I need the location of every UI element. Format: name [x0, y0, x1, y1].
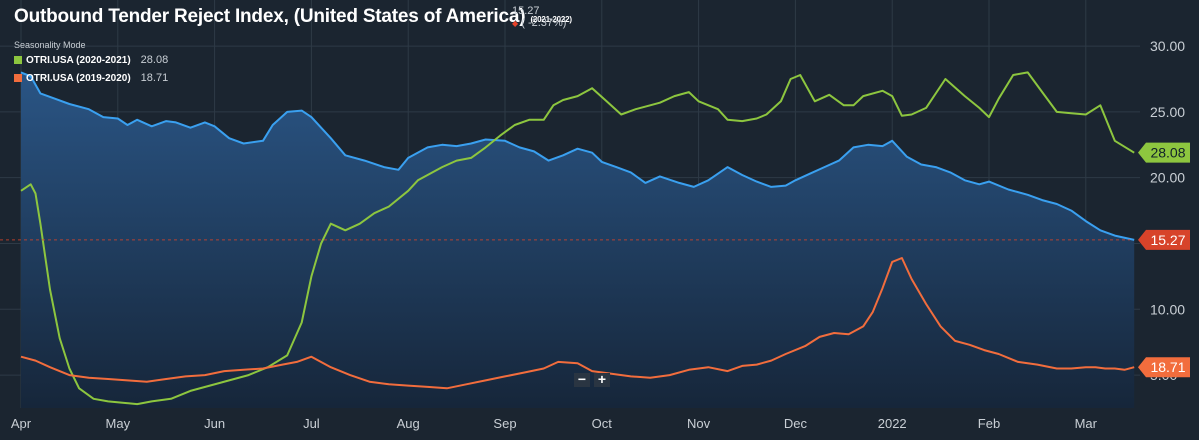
marker-tag — [1138, 357, 1190, 378]
x-tick-label: Oct — [592, 416, 613, 431]
legend-label: OTRI.USA (2020-2021) — [26, 54, 131, 66]
legend-label: OTRI.USA (2019-2020) — [26, 72, 131, 84]
x-tick-label: 2022 — [878, 416, 907, 431]
zoom-in-button[interactable]: + — [594, 372, 610, 387]
series-line-2021-2022 — [20, 71, 1135, 241]
legend-item-2019-2020[interactable]: OTRI.USA (2019-2020) 18.71 — [14, 72, 168, 84]
marker-tag — [1138, 229, 1190, 250]
value-marker: 15.27 — [1138, 229, 1190, 250]
chart-title: Outbound Tender Reject Index, (United St… — [14, 6, 572, 28]
x-tick-label: Aug — [397, 416, 420, 431]
x-tick-label: Dec — [784, 416, 808, 431]
title-period: (2021-2022) — [530, 15, 572, 24]
x-axis: Apr May Jun Jul Aug Sep Oct Nov Dec 2022 Feb Mar — [11, 416, 1098, 431]
marker-tag — [1138, 142, 1190, 163]
value-marker: 28.08 — [1138, 142, 1190, 163]
current-value-readout: 15.27 ◆ ( -2.37%) — [512, 5, 566, 30]
title-text: Outbound Tender Reject Index, (United St… — [14, 6, 526, 27]
marker-value: 18.71 — [1150, 359, 1185, 375]
value-marker: 18.71 — [1138, 357, 1190, 378]
marker-value: 28.08 — [1150, 145, 1185, 161]
y-tick-label: 25.00 — [1150, 104, 1185, 120]
legend-swatch-icon — [14, 56, 22, 64]
seasonality-mode-label: Seasonality Mode — [14, 40, 86, 50]
x-tick-label: Sep — [493, 416, 516, 431]
series-line-2019-2020 — [20, 257, 1135, 390]
x-tick-label: Jun — [204, 416, 225, 431]
change-percent: ( -2.37%) — [521, 17, 567, 29]
legend-item-2020-2021[interactable]: OTRI.USA (2020-2021) 28.08 — [14, 54, 168, 66]
series-line-2020-2021 — [20, 71, 1135, 406]
value-markers: 28.08 18.71 15.27 — [1138, 142, 1190, 378]
down-arrow-icon: ◆ — [512, 19, 519, 28]
marker-value: 15.27 — [1150, 232, 1185, 248]
legend-value: 28.08 — [140, 54, 169, 66]
y-tick-label: 30.00 — [1150, 38, 1185, 54]
x-tick-label: Feb — [978, 416, 1000, 431]
x-tick-label: Mar — [1075, 416, 1098, 431]
x-tick-label: May — [106, 416, 131, 431]
zoom-controls: − + — [574, 372, 610, 387]
zoom-out-button[interactable]: − — [574, 372, 590, 387]
x-tick-label: Apr — [11, 416, 32, 431]
y-tick-label: 20.00 — [1150, 170, 1185, 186]
legend-value: 18.71 — [140, 72, 169, 84]
x-tick-label: Nov — [687, 416, 711, 431]
x-tick-label: Jul — [303, 416, 320, 431]
y-tick-label: 10.00 — [1150, 301, 1185, 317]
current-value: 15.27 — [512, 5, 540, 17]
legend-swatch-icon — [14, 74, 22, 82]
